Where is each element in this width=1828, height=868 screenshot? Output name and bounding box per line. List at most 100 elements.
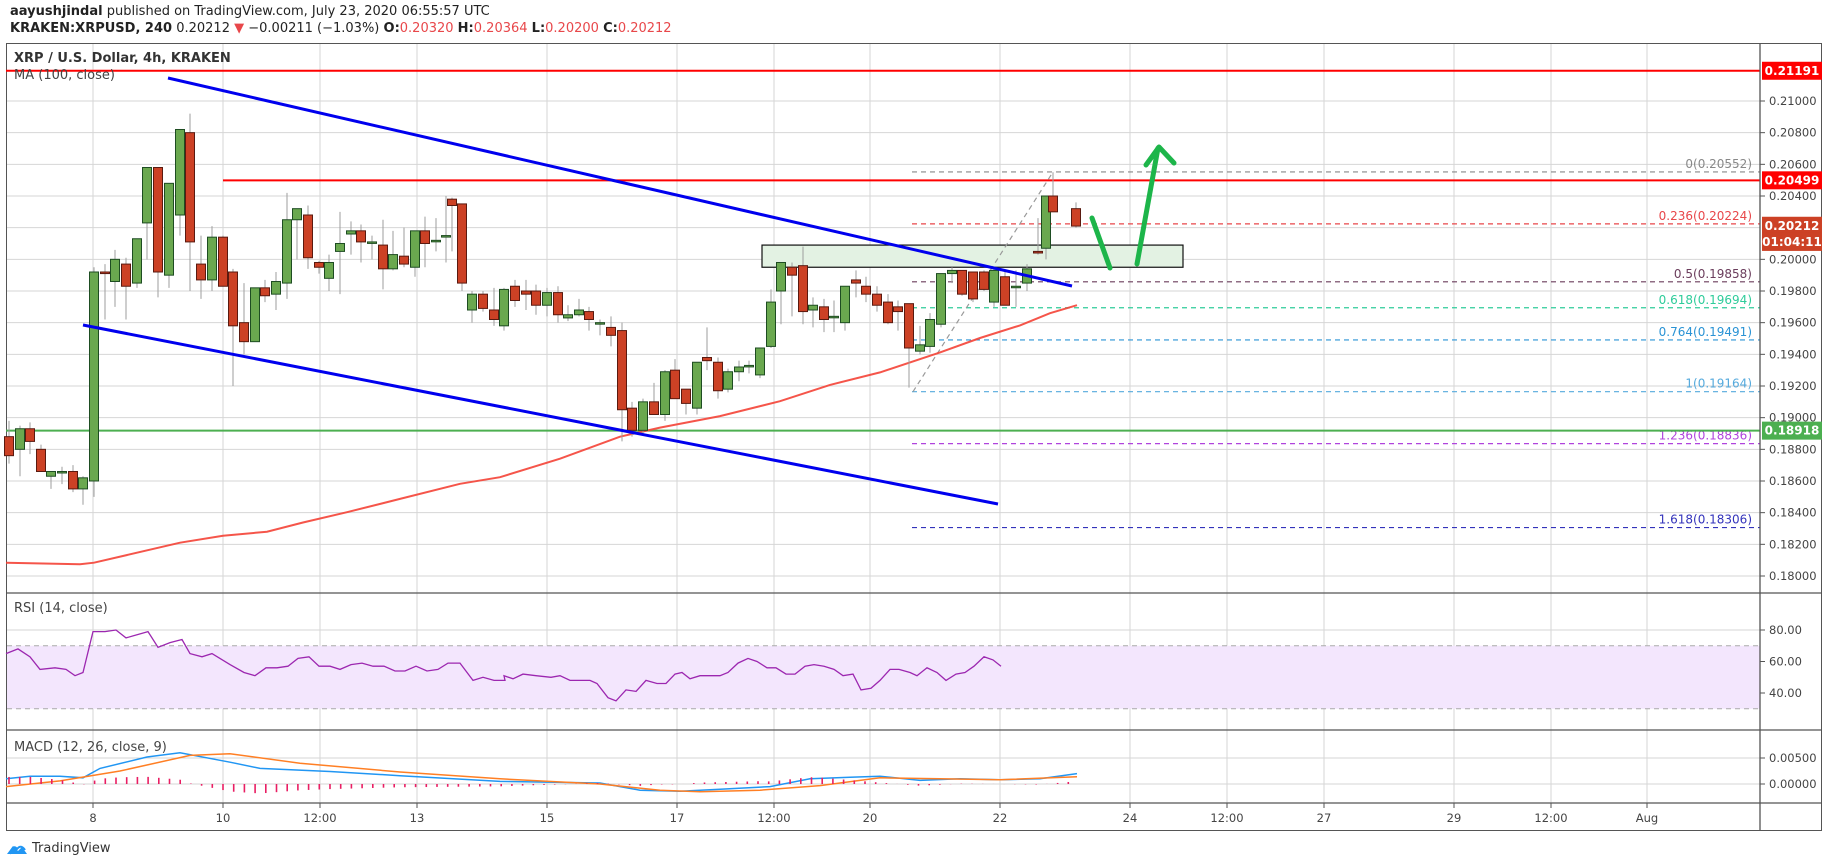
price-tick-label: 0.19200 bbox=[1769, 379, 1817, 393]
symbol-label: KRAKEN:XRPUSD, 240 bbox=[10, 21, 173, 36]
channel-upper bbox=[167, 76, 1073, 288]
symbol-quote-bar: KRAKEN:XRPUSD, 240 0.20212 ▼ −0.00211 (−… bbox=[10, 21, 672, 36]
candle-down bbox=[713, 361, 723, 392]
price-tick-label: 0.21000 bbox=[1769, 94, 1817, 108]
candle-down bbox=[798, 265, 808, 313]
candle-up bbox=[57, 470, 67, 474]
candle-down bbox=[851, 279, 861, 284]
tradingview-wordmark: TradingView bbox=[32, 841, 111, 856]
candle-up bbox=[638, 401, 648, 431]
candle-down bbox=[979, 271, 989, 290]
candle-up bbox=[755, 347, 765, 376]
rsi-indicator-label[interactable]: RSI (14, close) bbox=[14, 601, 108, 616]
candle-up bbox=[925, 318, 935, 347]
price-tick-label: 0.20000 bbox=[1769, 252, 1817, 266]
candle-down bbox=[531, 290, 541, 306]
candle-down bbox=[399, 255, 409, 265]
time-tick-label: 29 bbox=[1447, 811, 1462, 825]
price-tag-label: 01:04:11 bbox=[1762, 235, 1822, 249]
price-tick-label: 0.19800 bbox=[1769, 284, 1817, 298]
candle-down bbox=[670, 369, 680, 400]
candle-down bbox=[968, 271, 978, 300]
price-tick-label: 0.20800 bbox=[1769, 126, 1817, 140]
fib-label: 0.5(0.19858) bbox=[1674, 267, 1752, 281]
rsi-tick-label: 60.00 bbox=[1769, 655, 1802, 669]
price-tag-label: 0.21191 bbox=[1765, 64, 1820, 78]
price-tags: 0.21191 0.20499 0.20212 01:04:11 0.18918 bbox=[1762, 61, 1822, 440]
candle-up bbox=[1011, 285, 1021, 289]
price-tick-label: 0.20400 bbox=[1769, 189, 1817, 203]
ma-indicator-label[interactable]: MA (100, close) bbox=[14, 68, 115, 83]
close-value: 0.20212 bbox=[617, 21, 672, 36]
candle-down bbox=[893, 306, 903, 313]
candle-down bbox=[861, 285, 871, 295]
candlesticks bbox=[4, 113, 1081, 505]
last-price: 0.20212 bbox=[176, 21, 230, 36]
candle-down bbox=[239, 322, 249, 343]
candle-down bbox=[553, 292, 563, 316]
candle-down bbox=[957, 269, 967, 295]
macd-indicator bbox=[5, 752, 1078, 794]
ma100-polyline bbox=[5, 304, 1078, 566]
time-tick-label: 12:00 bbox=[757, 811, 790, 825]
price-tick-label: 0.18400 bbox=[1769, 506, 1817, 520]
close-label: C: bbox=[603, 21, 618, 36]
price-tag-bg bbox=[1762, 232, 1822, 251]
price-tick-label: 0.18800 bbox=[1769, 442, 1817, 456]
time-tick-label: 8 bbox=[89, 811, 96, 825]
time-tick-label: 12:00 bbox=[1534, 811, 1567, 825]
candle-up bbox=[947, 269, 957, 275]
low-label: L: bbox=[531, 21, 546, 36]
fib-label: 0.764(0.19491) bbox=[1659, 325, 1752, 339]
candle-down bbox=[447, 198, 457, 206]
breakout-zone bbox=[761, 244, 1184, 268]
fibonacci-levels: 0(0.20552) 0.236(0.20224) 0.5(0.19858) 0.61… bbox=[912, 157, 1760, 529]
candle-down bbox=[25, 428, 35, 442]
macd-tick-label: 0.00500 bbox=[1769, 751, 1817, 765]
candle-up bbox=[346, 230, 356, 235]
time-tick-label: Aug bbox=[1636, 811, 1658, 825]
author-name[interactable]: aayushjindal bbox=[10, 4, 103, 19]
rsi-tick-label: 80.00 bbox=[1769, 623, 1802, 637]
candle-up bbox=[734, 366, 744, 373]
candle-down bbox=[36, 448, 46, 472]
candle-down bbox=[457, 203, 467, 284]
low-value: 0.20200 bbox=[545, 21, 599, 36]
candle-up bbox=[175, 128, 185, 216]
candle-down bbox=[1071, 208, 1081, 227]
price-tick-label: 0.18600 bbox=[1769, 474, 1817, 488]
candle-down bbox=[883, 301, 893, 324]
axes: 0.21000 0.20800 0.20600 0.20400 0.20000 0.198… bbox=[6, 43, 1822, 830]
footer-brand[interactable]: TradingView bbox=[6, 841, 111, 856]
price-tag-label: 0.20212 bbox=[1765, 219, 1820, 233]
candle-down bbox=[303, 214, 313, 259]
candle-up bbox=[78, 477, 88, 490]
up-arrow bbox=[1134, 145, 1161, 267]
price-tag-bg bbox=[1762, 421, 1822, 440]
candle-up bbox=[250, 287, 260, 343]
trendlines bbox=[82, 76, 1073, 506]
candle-up bbox=[335, 242, 345, 252]
price-tag-bg bbox=[1762, 171, 1822, 190]
price-tag-label: 0.20499 bbox=[1765, 173, 1820, 187]
candle-up bbox=[1041, 195, 1051, 249]
candle-up bbox=[410, 230, 420, 268]
candle-up bbox=[542, 292, 552, 306]
candle-up bbox=[46, 470, 56, 477]
candle-down bbox=[228, 271, 238, 327]
candle-up bbox=[776, 261, 786, 292]
price-tick-label: 0.18200 bbox=[1769, 537, 1817, 551]
candle-down bbox=[521, 290, 531, 295]
projection-arrows bbox=[1089, 144, 1177, 271]
candle-up bbox=[15, 428, 25, 450]
candle-up bbox=[808, 304, 818, 311]
open-label: O: bbox=[383, 21, 400, 36]
high-value: 0.20364 bbox=[473, 21, 528, 36]
down-arrow-icon: ▼ bbox=[234, 21, 245, 36]
macd-tick-label: 0.00000 bbox=[1769, 777, 1817, 791]
time-tick-label: 12:00 bbox=[1210, 811, 1243, 825]
fib-label: 0.618(0.19694) bbox=[1659, 293, 1752, 307]
macd-indicator-label[interactable]: MACD (12, 26, close, 9) bbox=[14, 740, 167, 755]
candle-up bbox=[388, 254, 398, 270]
